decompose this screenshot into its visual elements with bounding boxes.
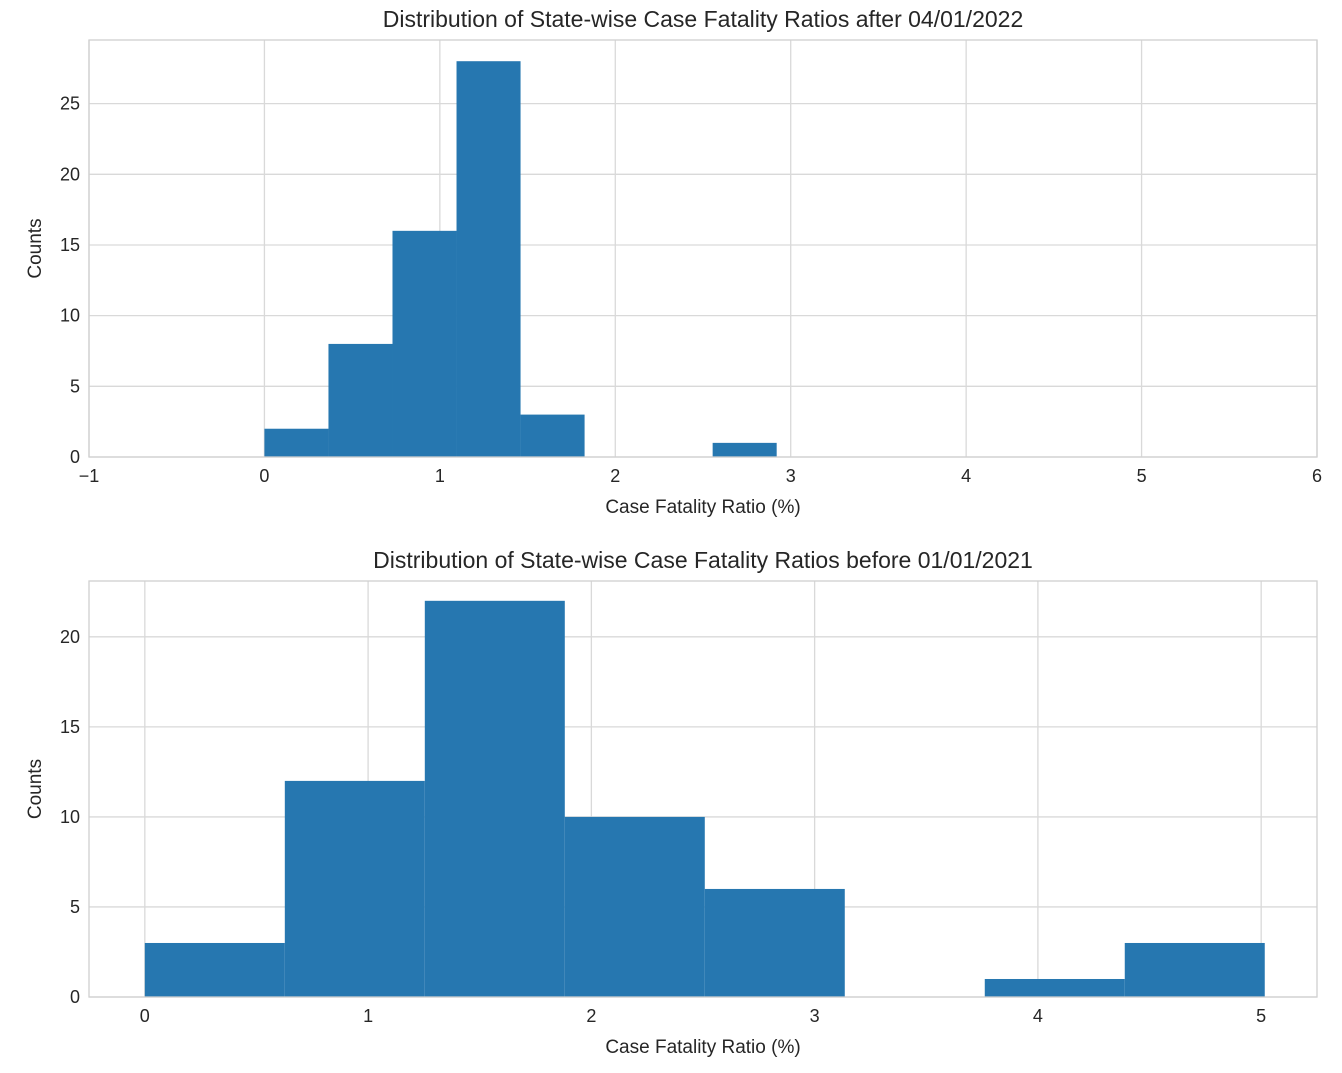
histogram-bar [564,816,705,997]
y-tick-label: 0 [70,447,80,467]
plot-frame [88,39,1318,458]
y-tick-label: 10 [60,807,80,827]
histogram-bar [328,343,393,457]
x-tick-label: 1 [363,1006,373,1026]
x-axis-label: Case Fatality Ratio (%) [605,1037,800,1058]
y-tick-label: 10 [60,306,80,326]
x-tick-label: 0 [140,1006,150,1026]
chart-panel-2: 0 1 2 3 4 5 0 5 10 15 20 Distribution of State-wise… [25,547,1318,1058]
y-tick-label: 15 [60,235,80,255]
x-tick-label: 1 [435,466,445,486]
x-tick-label: 5 [1256,1006,1266,1026]
x-tick-label: 4 [1033,1006,1043,1026]
plot-area [89,40,1317,457]
histogram-bar [264,428,329,457]
y-axis-label: Counts [25,759,46,819]
y-tick-label: 5 [70,376,80,396]
histogram-bar [704,888,845,997]
y-tick-label: 25 [60,94,80,114]
x-tick-label: 3 [786,466,796,486]
y-tick-label: 15 [60,717,80,737]
y-tick-label: 20 [60,164,80,184]
x-tick-label: 5 [1137,466,1147,486]
x-tick-label: 4 [961,466,971,486]
histogram-bar [424,600,565,997]
x-tick-label: 6 [1312,466,1322,486]
histogram-bar [520,414,585,457]
histogram-bar [392,230,457,457]
x-tick-label: 0 [259,466,269,486]
x-tick-label: −1 [79,466,100,486]
chart-title: Distribution of State-wise Case Fatality… [373,547,1033,573]
x-tick-label: 2 [610,466,620,486]
histogram-bar [984,978,1125,997]
x-tick-label: 2 [586,1006,596,1026]
plot-frame [88,580,1318,998]
histogram-bar [712,442,777,457]
y-tick-label: 20 [60,627,80,647]
histogram-bar [144,942,285,997]
histogram-bar [456,61,521,457]
x-tick-label: 3 [810,1006,820,1026]
histogram-bar [1124,942,1265,997]
y-axis-label: Counts [25,218,46,278]
y-tick-label: 0 [70,987,80,1007]
y-tick-label: 5 [70,897,80,917]
histogram-bar [284,780,425,997]
x-axis-label: Case Fatality Ratio (%) [605,497,800,518]
chart-title: Distribution of State-wise Case Fatality… [383,6,1024,32]
